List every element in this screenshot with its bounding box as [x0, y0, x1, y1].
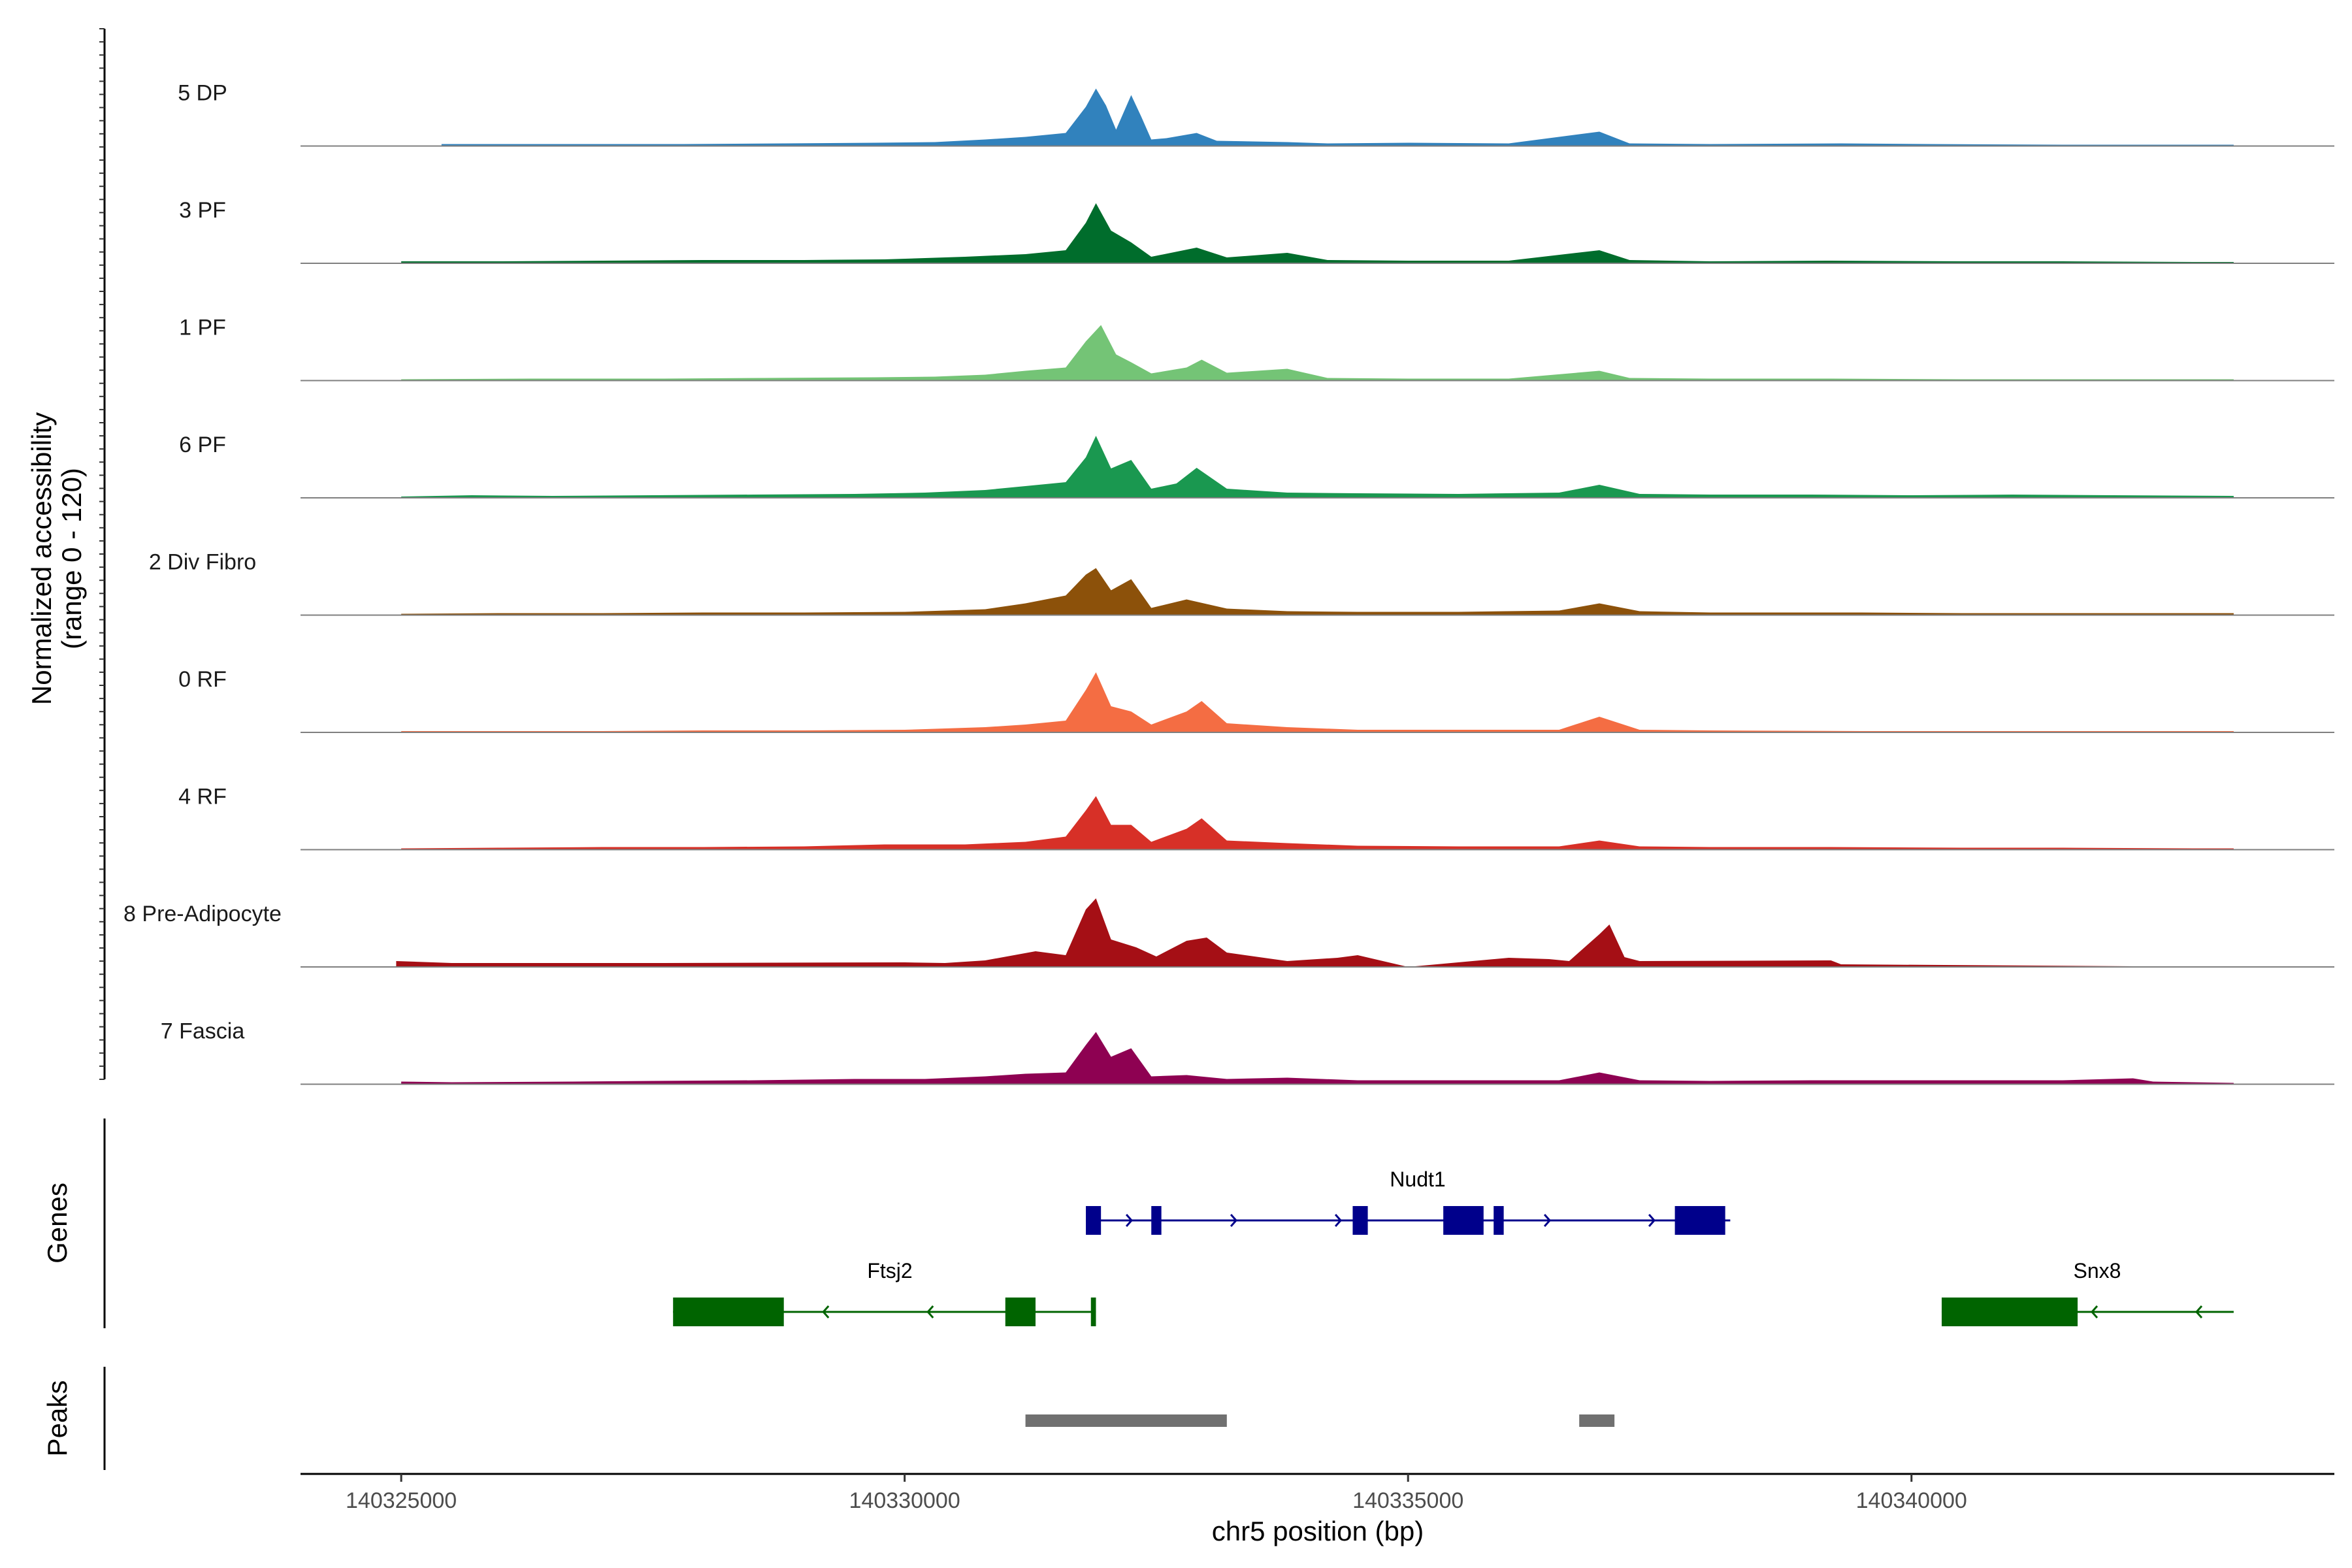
genes-panel: Genes Nudt1 Ftsj2 Snx8	[42, 1119, 2234, 1328]
coverage-area	[401, 796, 2234, 850]
gene-snx8: Snx8	[1941, 1259, 2234, 1326]
gene-exon	[1352, 1206, 1368, 1235]
x-axis-tick-label: 140325000	[346, 1488, 457, 1513]
gene-nudt1: Nudt1	[1086, 1168, 1731, 1235]
track-label: 3 PF	[179, 198, 226, 223]
gene-exon	[1005, 1298, 1036, 1326]
y-axis-ruler	[99, 28, 106, 1080]
track-0-rf: 0 RF	[178, 667, 2334, 733]
track-label: 7 Fascia	[161, 1019, 245, 1044]
coverage-area	[401, 1032, 2234, 1085]
gene-exon	[1941, 1298, 2078, 1326]
track-label: 0 RF	[178, 667, 227, 692]
strand-arrow	[1648, 1214, 1656, 1227]
gene-label: Nudt1	[1390, 1168, 1445, 1191]
track-7-fascia: 7 Fascia	[161, 1019, 2334, 1085]
strand-arrow	[1334, 1214, 1343, 1227]
track-2-div-fibro: 2 Div Fibro	[149, 550, 2334, 616]
coverage-area	[401, 203, 2234, 263]
track-label: 4 RF	[178, 785, 227, 809]
peak-bar	[1025, 1414, 1227, 1427]
strand-arrow	[1543, 1214, 1552, 1227]
track-6-pf: 6 PF	[179, 433, 2334, 498]
x-axis-tick-label: 140340000	[1856, 1488, 1967, 1513]
coverage-area	[401, 436, 2234, 498]
gene-label: Ftsj2	[867, 1259, 912, 1282]
track-label: 5 DP	[178, 81, 227, 106]
gene-exon	[1086, 1206, 1102, 1235]
track-label: 1 PF	[179, 316, 226, 340]
track-label: 8 Pre-Adipocyte	[123, 902, 282, 926]
coverage-area	[401, 672, 2234, 732]
gene-label: Snx8	[2074, 1259, 2121, 1282]
y-axis-title: Normalized accessibility (range 0 - 120)	[26, 412, 87, 705]
track-label: 2 Div Fibro	[149, 550, 256, 575]
strand-arrow	[926, 1305, 934, 1318]
track-8-pre-adipocyte: 8 Pre-Adipocyte	[123, 898, 2334, 968]
strand-arrow	[822, 1305, 830, 1318]
track-3-pf: 3 PF	[179, 198, 2334, 264]
x-axis-tick-label: 140330000	[849, 1488, 960, 1513]
gene-exon	[1151, 1206, 1162, 1235]
strand-arrow	[2195, 1305, 2203, 1318]
track-4-rf: 4 RF	[178, 785, 2334, 851]
strand-arrow	[1230, 1214, 1238, 1227]
y-axis-title-line1: Normalized accessibility	[26, 412, 57, 705]
peaks-panel: Peaks	[42, 1367, 1615, 1470]
gene-exon	[1090, 1298, 1096, 1326]
strand-arrow	[2090, 1305, 2099, 1318]
peaks-panel-label: Peaks	[42, 1380, 73, 1457]
strand-arrow	[1125, 1214, 1134, 1227]
gene-exon	[1494, 1206, 1504, 1235]
gene-exon	[673, 1298, 784, 1326]
coverage-area	[401, 325, 2234, 381]
peak-bar	[1579, 1414, 1615, 1427]
coverage-area	[396, 898, 2234, 967]
track-label: 6 PF	[179, 433, 226, 457]
x-axis: 140325000 140330000 140335000 140340000	[301, 1473, 2334, 1513]
x-axis-tick-label: 140335000	[1352, 1488, 1463, 1513]
genes-panel-label: Genes	[42, 1183, 73, 1264]
gene-ftsj2: Ftsj2	[673, 1259, 1096, 1326]
gene-exon	[1674, 1206, 1725, 1235]
track-5-dp: 5 DP	[178, 81, 2334, 147]
coverage-area	[441, 88, 2234, 146]
coverage-area	[401, 568, 2234, 615]
track-1-pf: 1 PF	[179, 316, 2334, 382]
gene-exon	[1443, 1206, 1484, 1235]
coverage-tracks: 5 DP 3 PF 1 PF 6 PF 2 Div Fibro 0 RF 4 RF 8 Pre…	[123, 81, 2334, 1085]
y-axis-title-line2: (range 0 - 120)	[56, 468, 87, 649]
x-axis-title: chr5 position (bp)	[1212, 1516, 1424, 1546]
